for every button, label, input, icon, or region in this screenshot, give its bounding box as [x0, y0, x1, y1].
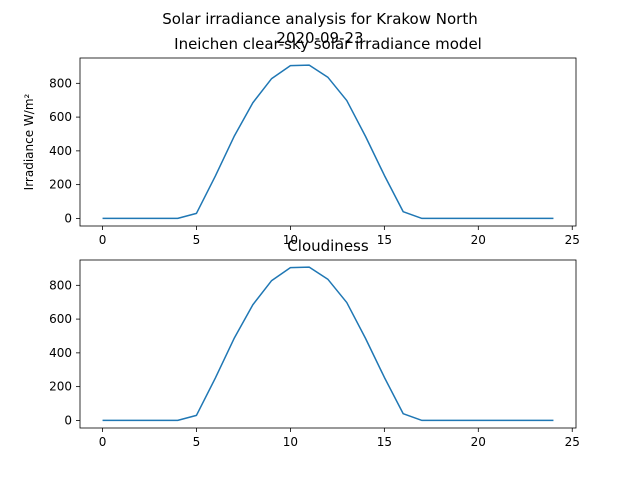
top-xtick-label: 15	[377, 233, 392, 247]
top-series-line	[102, 64, 554, 220]
top-xtick-label: 0	[99, 233, 107, 247]
top-ytick-label: 0	[64, 211, 72, 225]
figure-suptitle-line1: Solar irradiance analysis for Krakow Nor…	[162, 10, 477, 28]
bottom-ytick-label: 400	[49, 346, 72, 360]
bottom-subplot-title: Cloudiness	[287, 237, 369, 255]
bottom-ytick-label: 0	[64, 413, 72, 427]
top-xtick-label: 20	[471, 233, 486, 247]
top-ytick-label: 800	[49, 76, 72, 90]
top-subplot-ylabel: Irradiance W/m²	[22, 93, 36, 190]
top-xtick-label: 5	[193, 233, 201, 247]
top-subplot-frame	[79, 57, 577, 227]
bottom-xtick-label: 0	[99, 435, 107, 449]
bottom-ytick-label: 800	[49, 278, 72, 292]
bottom-subplot: Cloudiness 0 5 10 15 20 25 0 200 400 600 800	[49, 237, 580, 449]
figure-suptitle-line2: 2020-09-23	[276, 29, 363, 47]
top-xtick-label: 25	[565, 233, 580, 247]
bottom-subplot-plot: 0 5 10 15 20 25 0 200 400 600 800	[49, 266, 580, 449]
bottom-xtick-label: 20	[471, 435, 486, 449]
bottom-xtick-label: 15	[377, 435, 392, 449]
top-subplot-plot: 0 5 10 15 20 25 0 200 400 600 800	[49, 64, 580, 247]
bottom-ytick-label: 600	[49, 312, 72, 326]
bottom-xtick-label: 25	[565, 435, 580, 449]
bottom-xtick-label: 10	[283, 435, 298, 449]
bottom-series-line	[102, 266, 554, 422]
bottom-ytick-label: 200	[49, 380, 72, 394]
top-ytick-label: 200	[49, 178, 72, 192]
top-xtick-label: 10	[283, 233, 298, 247]
top-ytick-label: 400	[49, 144, 72, 158]
top-subplot: Ineichen clear-sky solar irradiance mode…	[22, 35, 580, 247]
bottom-subplot-frame	[79, 259, 577, 429]
bottom-xtick-label: 5	[193, 435, 201, 449]
top-subplot-title: Ineichen clear-sky solar irradiance mode…	[174, 35, 482, 53]
top-ytick-label: 600	[49, 110, 72, 124]
